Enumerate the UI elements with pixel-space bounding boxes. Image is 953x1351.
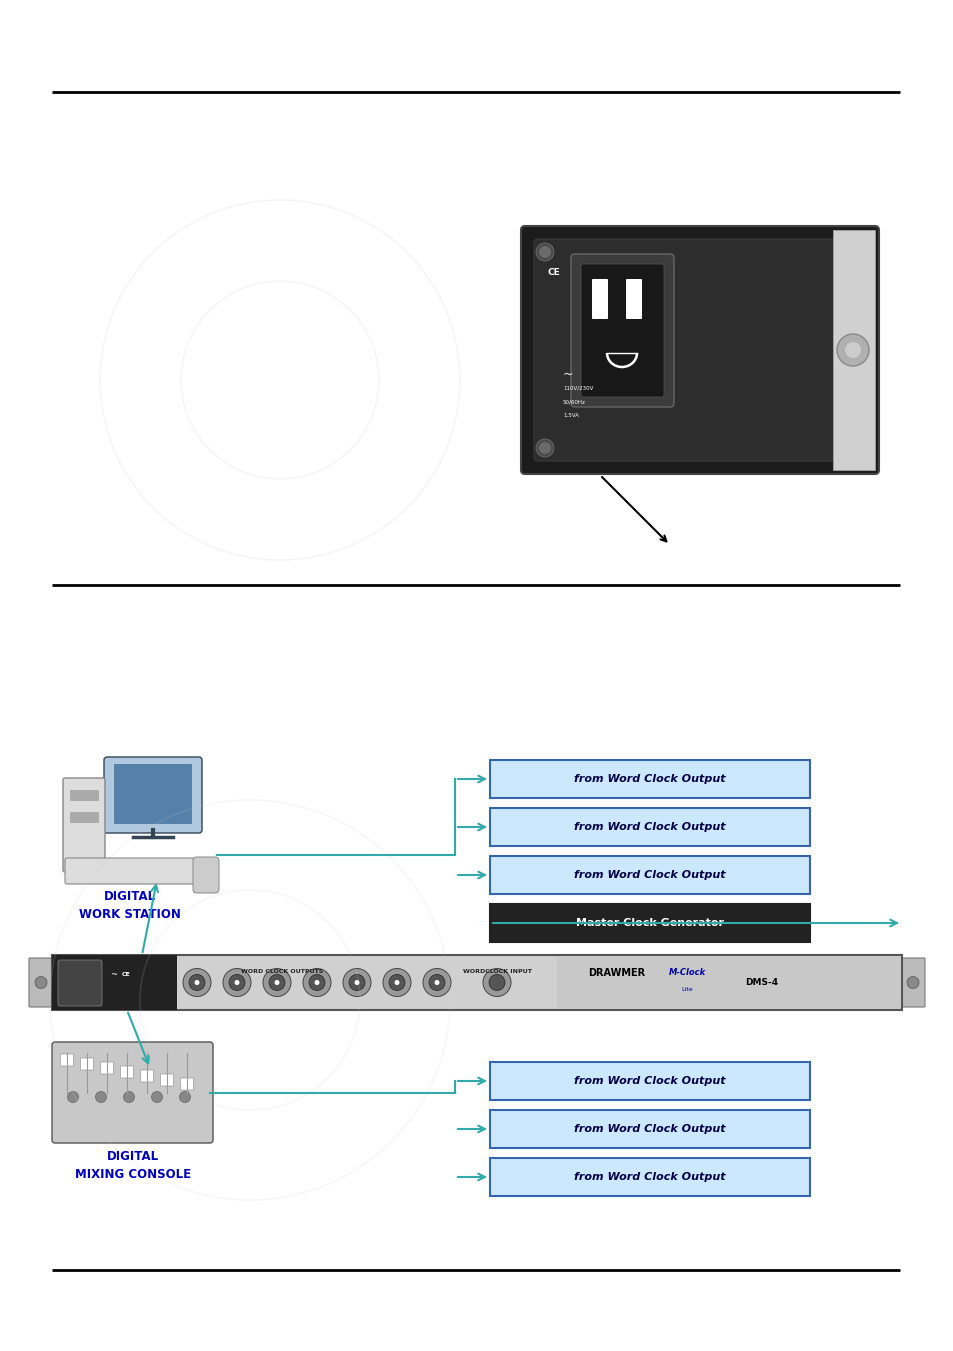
Circle shape [906,977,918,989]
Circle shape [538,442,551,454]
FancyBboxPatch shape [29,958,53,1006]
Circle shape [189,974,205,990]
Circle shape [343,969,371,997]
Circle shape [429,974,444,990]
Text: CE: CE [122,973,131,978]
Circle shape [536,243,554,261]
Circle shape [194,979,199,985]
FancyBboxPatch shape [580,263,663,397]
Text: from Word Clock Output: from Word Clock Output [574,1075,725,1086]
FancyBboxPatch shape [490,857,809,894]
Text: DRAWMER: DRAWMER [588,969,645,978]
Text: CE: CE [546,267,559,277]
Circle shape [538,246,551,258]
FancyBboxPatch shape [58,961,102,1006]
Circle shape [152,1092,162,1102]
FancyBboxPatch shape [193,857,219,893]
Text: DIGITAL: DIGITAL [104,890,156,902]
Text: from Word Clock Output: from Word Clock Output [574,774,725,784]
Text: M-Clock: M-Clock [668,969,705,977]
FancyBboxPatch shape [70,790,98,800]
FancyBboxPatch shape [113,765,192,824]
FancyBboxPatch shape [490,904,809,942]
FancyBboxPatch shape [104,757,202,834]
Circle shape [303,969,331,997]
FancyBboxPatch shape [60,1054,73,1066]
Circle shape [489,974,504,990]
Circle shape [223,969,251,997]
FancyBboxPatch shape [52,1042,213,1143]
Text: WORK STATION: WORK STATION [79,908,181,921]
Circle shape [389,974,405,990]
Circle shape [355,979,359,985]
FancyBboxPatch shape [534,239,834,461]
Text: ~: ~ [562,367,573,381]
Text: MIXING CONSOLE: MIXING CONSOLE [75,1169,191,1181]
Circle shape [349,974,365,990]
FancyBboxPatch shape [100,1062,113,1074]
FancyBboxPatch shape [70,812,98,821]
Circle shape [434,979,439,985]
Circle shape [395,979,399,985]
FancyBboxPatch shape [140,1070,153,1082]
FancyBboxPatch shape [490,1158,809,1196]
Text: WORDCLOCK INPUT: WORDCLOCK INPUT [462,969,531,974]
Circle shape [123,1092,134,1102]
FancyBboxPatch shape [490,761,809,798]
Text: Lite: Lite [680,988,692,992]
FancyBboxPatch shape [571,254,673,407]
Circle shape [274,979,279,985]
Text: DMS-4: DMS-4 [744,978,778,988]
FancyBboxPatch shape [490,1111,809,1148]
Text: 110V/230V: 110V/230V [562,386,593,390]
Circle shape [263,969,291,997]
FancyBboxPatch shape [52,955,901,1011]
Circle shape [179,1092,191,1102]
Circle shape [35,977,47,989]
Circle shape [183,969,211,997]
FancyBboxPatch shape [80,1058,93,1070]
FancyBboxPatch shape [625,280,641,319]
Circle shape [95,1092,107,1102]
Circle shape [844,342,861,358]
FancyBboxPatch shape [832,230,874,470]
FancyBboxPatch shape [63,778,105,871]
FancyBboxPatch shape [592,280,607,319]
FancyBboxPatch shape [180,1078,193,1090]
Text: Master Clock Generator: Master Clock Generator [576,917,723,928]
FancyBboxPatch shape [490,808,809,846]
FancyBboxPatch shape [557,957,899,1008]
Circle shape [382,969,411,997]
Text: from Word Clock Output: from Word Clock Output [574,821,725,832]
FancyBboxPatch shape [52,955,177,1011]
Circle shape [536,439,554,457]
FancyBboxPatch shape [160,1074,173,1086]
Circle shape [229,974,245,990]
Text: DIGITAL: DIGITAL [107,1150,159,1163]
Text: WORD CLOCK OUTPUTS: WORD CLOCK OUTPUTS [240,969,323,974]
Text: 1.5VA: 1.5VA [562,413,578,417]
FancyBboxPatch shape [520,226,878,474]
Circle shape [269,974,285,990]
Circle shape [422,969,451,997]
Text: from Word Clock Output: from Word Clock Output [574,870,725,880]
Circle shape [836,334,868,366]
FancyBboxPatch shape [120,1066,133,1078]
Text: from Word Clock Output: from Word Clock Output [574,1124,725,1133]
Circle shape [309,974,325,990]
FancyBboxPatch shape [900,958,924,1006]
FancyBboxPatch shape [490,1062,809,1100]
Circle shape [482,969,511,997]
Circle shape [314,979,319,985]
Circle shape [234,979,239,985]
FancyBboxPatch shape [65,858,193,884]
Text: 50/60Hz: 50/60Hz [562,400,585,405]
Circle shape [68,1092,78,1102]
Text: from Word Clock Output: from Word Clock Output [574,1173,725,1182]
Text: ~: ~ [110,970,117,979]
